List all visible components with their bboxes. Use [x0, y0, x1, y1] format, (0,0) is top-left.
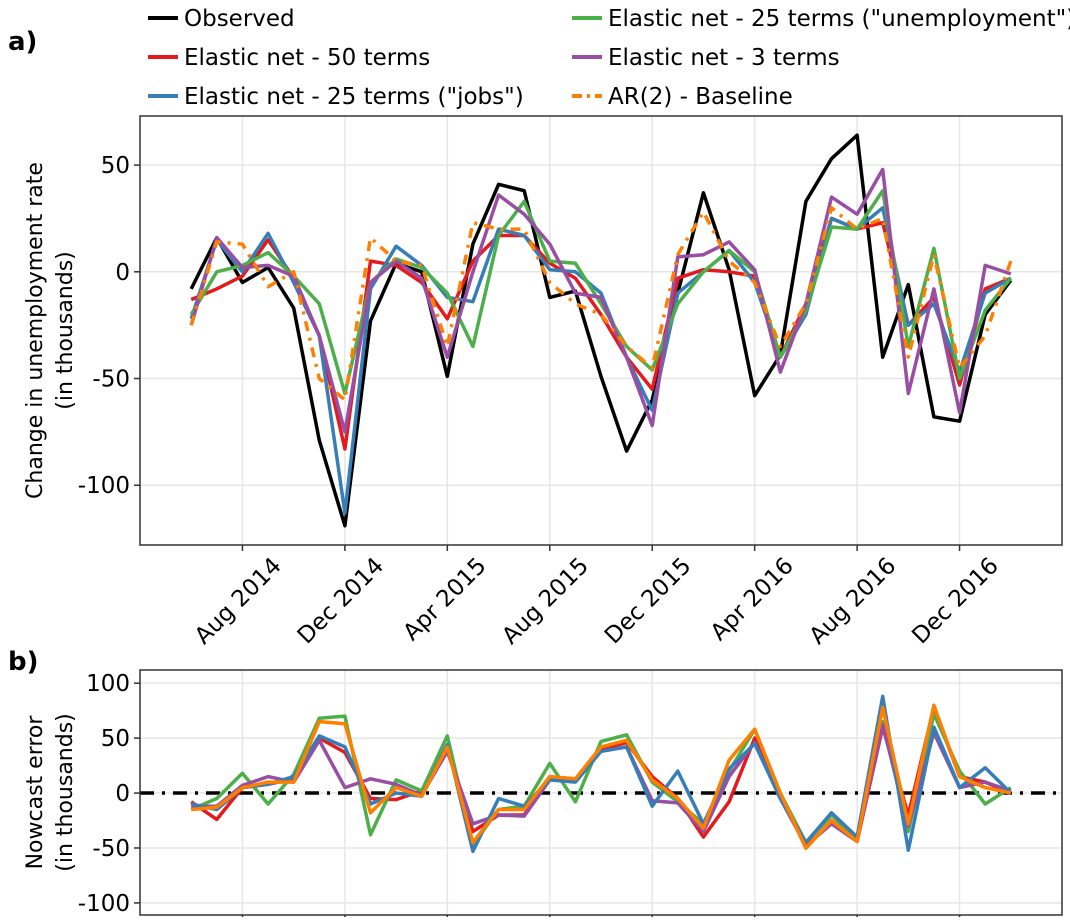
- series-line: [189, 188, 1013, 396]
- legend-label: Elastic net - 25 terms ("unemployment"): [608, 6, 1070, 32]
- y-tick-label: 100: [86, 671, 130, 697]
- y-tick-label: 0: [115, 781, 130, 807]
- y-axis-label: Change in unemployment rate: [23, 162, 48, 499]
- series-line: [189, 206, 1013, 402]
- series-line: [189, 133, 1013, 528]
- legend-label: Elastic net - 3 terms: [608, 45, 840, 71]
- y-axis-label: (in thousands): [53, 251, 78, 410]
- x-tick-label: Apr 2016: [706, 553, 799, 646]
- series-line: [189, 206, 1012, 515]
- y-tick-label: 50: [101, 726, 130, 752]
- x-tick-label: Apr 2015: [398, 553, 491, 646]
- legend-label: Observed: [184, 6, 295, 32]
- y-tick-label: -100: [78, 891, 130, 917]
- x-tick-label: Aug 2015: [497, 553, 594, 650]
- legend-label: Elastic net - 50 terms: [184, 45, 430, 71]
- legend-label: AR(2) - Baseline: [608, 84, 793, 110]
- x-tick-label: Dec 2015: [600, 553, 696, 649]
- series-line: [190, 694, 1013, 854]
- y-axis-label: (in thousands): [53, 713, 78, 872]
- panel-label: b): [8, 647, 39, 677]
- series-line: [191, 703, 1012, 850]
- x-tick-label: Dec 2016: [907, 553, 1003, 649]
- legend-label: Elastic net - 25 terms ("jobs"): [184, 84, 524, 110]
- y-axis-label: Nowcast error: [23, 715, 48, 870]
- plot-frame: [139, 669, 1063, 916]
- y-tick-label: -50: [92, 836, 130, 862]
- series-line: [189, 167, 1012, 434]
- x-tick-label: Aug 2014: [190, 553, 287, 650]
- y-tick-label: -100: [78, 473, 130, 499]
- x-tick-label: Aug 2016: [805, 553, 902, 650]
- x-tick-label: Dec 2014: [293, 553, 389, 649]
- y-tick-label: 50: [101, 153, 130, 179]
- panel-label: a): [8, 27, 37, 57]
- plot-frame: [139, 115, 1063, 546]
- y-tick-label: 0: [115, 260, 130, 286]
- y-tick-label: -50: [92, 367, 130, 393]
